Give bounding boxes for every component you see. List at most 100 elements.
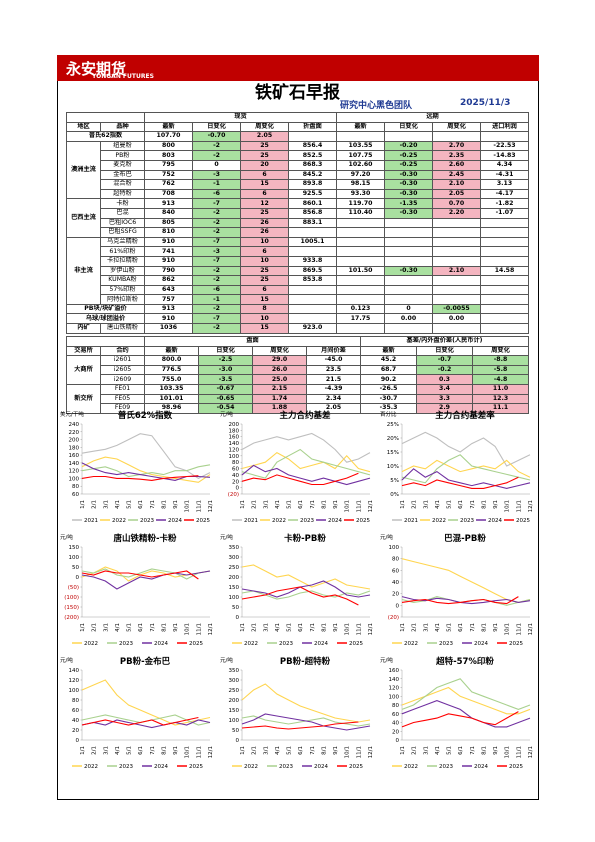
- cell: 6: [240, 188, 289, 200]
- cell: 910: [144, 255, 193, 267]
- cell: [480, 131, 529, 142]
- cell: 0.00: [384, 313, 433, 325]
- x-tick-label: 1/1: [400, 746, 406, 755]
- series-line: [241, 564, 371, 590]
- cell: 910: [144, 236, 193, 248]
- series-line: [401, 459, 531, 478]
- x-tick-label: 8/1: [481, 746, 487, 755]
- cell: -2: [192, 140, 241, 152]
- unit-label: 元/吨: [220, 533, 233, 541]
- row: 巴粗IOC6 805 -2 26 883.1: [67, 217, 529, 229]
- group-header: 现货: [144, 112, 337, 123]
- row: KUMBA粉 862 -2 25 853.8: [67, 275, 529, 286]
- x-tick-label: 2/1: [252, 623, 258, 632]
- x-tick-label: 9/1: [173, 623, 179, 632]
- x-tick-label: 2/1: [412, 746, 418, 755]
- x-tick-label: 6/1: [458, 623, 464, 632]
- legend-label: 2022: [84, 764, 98, 770]
- series-line: [81, 716, 199, 726]
- column-header: 周变化: [240, 121, 289, 133]
- cell: [432, 255, 481, 267]
- x-tick-label: 9/1: [173, 500, 179, 509]
- x-tick-label: 7/1: [150, 623, 156, 632]
- series-line: [401, 476, 519, 489]
- cell: [480, 255, 529, 267]
- x-tick-label: 4/1: [435, 500, 441, 509]
- blank: [66, 112, 145, 123]
- cell: 25: [240, 207, 289, 219]
- chart-title: 巴混-PB粉: [444, 533, 486, 544]
- cell: [336, 227, 385, 238]
- legend-label: 2025: [356, 518, 370, 524]
- cell: -3: [192, 246, 241, 257]
- cell: 933.8: [288, 255, 337, 267]
- cell: -0.25: [384, 159, 433, 171]
- x-tick-label: 5/1: [287, 623, 293, 632]
- series-line: [81, 456, 211, 483]
- cell: 110.40: [336, 207, 385, 219]
- legend-label: 2025: [349, 641, 363, 647]
- cell: -7: [192, 255, 241, 267]
- cell: 101.50: [336, 265, 385, 277]
- cell: 2.10: [432, 265, 481, 277]
- legend-label: 2022: [432, 518, 446, 524]
- row: PB粉 803 -2 25 852.5 107.75 -0.25 2.35 -14.83: [67, 150, 529, 161]
- legend-label: 2024: [488, 518, 502, 524]
- cell: -0.30: [384, 169, 433, 181]
- row: 巴粗SSFG 810 -2 26: [67, 227, 529, 238]
- cell: 97.20: [336, 169, 385, 181]
- cell: [384, 236, 433, 248]
- cell: 25: [240, 265, 289, 277]
- name: 超特粉: [100, 188, 145, 200]
- series-line: [81, 568, 211, 580]
- cell: -0.30: [384, 265, 433, 277]
- series-line: [81, 570, 211, 590]
- legend-label: 2024: [474, 764, 488, 770]
- cell: [432, 294, 481, 305]
- x-tick-label: 11/1: [356, 500, 362, 512]
- x-tick-label: 12/1: [368, 623, 374, 635]
- unit-label: 元/吨: [380, 656, 393, 664]
- chart-title: 主力合约基差率: [435, 410, 495, 421]
- cell: 913: [144, 198, 193, 209]
- cell: -8.8: [471, 355, 530, 366]
- cell: -7: [192, 198, 241, 209]
- x-tick-label: 12/1: [368, 746, 374, 758]
- name: 乌克兰精粉: [100, 236, 145, 248]
- legend-label: 2023: [300, 518, 314, 524]
- x-tick-label: 8/1: [321, 746, 327, 755]
- cell: [384, 217, 433, 229]
- x-tick-label: 5/1: [447, 623, 453, 632]
- y-tick-label: 50: [232, 605, 239, 611]
- row: 麦克粉 795 0 20 868.3 102.60 -0.25 2.60 4.34: [67, 159, 529, 171]
- cell: 752: [144, 169, 193, 181]
- cell: [336, 294, 385, 305]
- y-tick-label: 80: [392, 557, 399, 563]
- cell: 10: [240, 313, 289, 325]
- cell: 790: [144, 265, 193, 277]
- x-tick-label: 2/1: [412, 500, 418, 509]
- y-tick-label: 180: [69, 445, 80, 451]
- cell: 119.70: [336, 198, 385, 209]
- y-tick-label: 0: [236, 738, 240, 744]
- x-tick-label: 4/1: [115, 500, 121, 509]
- column-header: 地区: [66, 121, 101, 133]
- x-tick-label: 1/1: [80, 500, 86, 509]
- y-tick-label: 40: [72, 718, 79, 724]
- y-tick-label: 60: [392, 712, 399, 718]
- row: FE09 98.96 -0.54 1.88 2.05 -35.3 2.9 11.1: [67, 403, 530, 414]
- y-tick-label: 50: [72, 565, 79, 571]
- cell: 26: [240, 227, 289, 238]
- y-tick-label: 20: [232, 479, 239, 485]
- series-line: [401, 596, 531, 605]
- x-tick-label: 11/1: [516, 746, 522, 758]
- cell: 15: [240, 294, 289, 305]
- cell: 3.4: [416, 383, 473, 395]
- series-line: [81, 462, 211, 481]
- x-tick-label: 6/1: [138, 623, 144, 632]
- charts: 普氏62%指数美元/干吨6080100120140160180200220240…: [60, 410, 534, 770]
- row: 巴混 840 -2 25 856.8 110.40 -0.30 2.20 -1.07: [67, 207, 529, 219]
- y-tick-label: 60: [72, 492, 79, 498]
- cell: 2.70: [432, 140, 481, 152]
